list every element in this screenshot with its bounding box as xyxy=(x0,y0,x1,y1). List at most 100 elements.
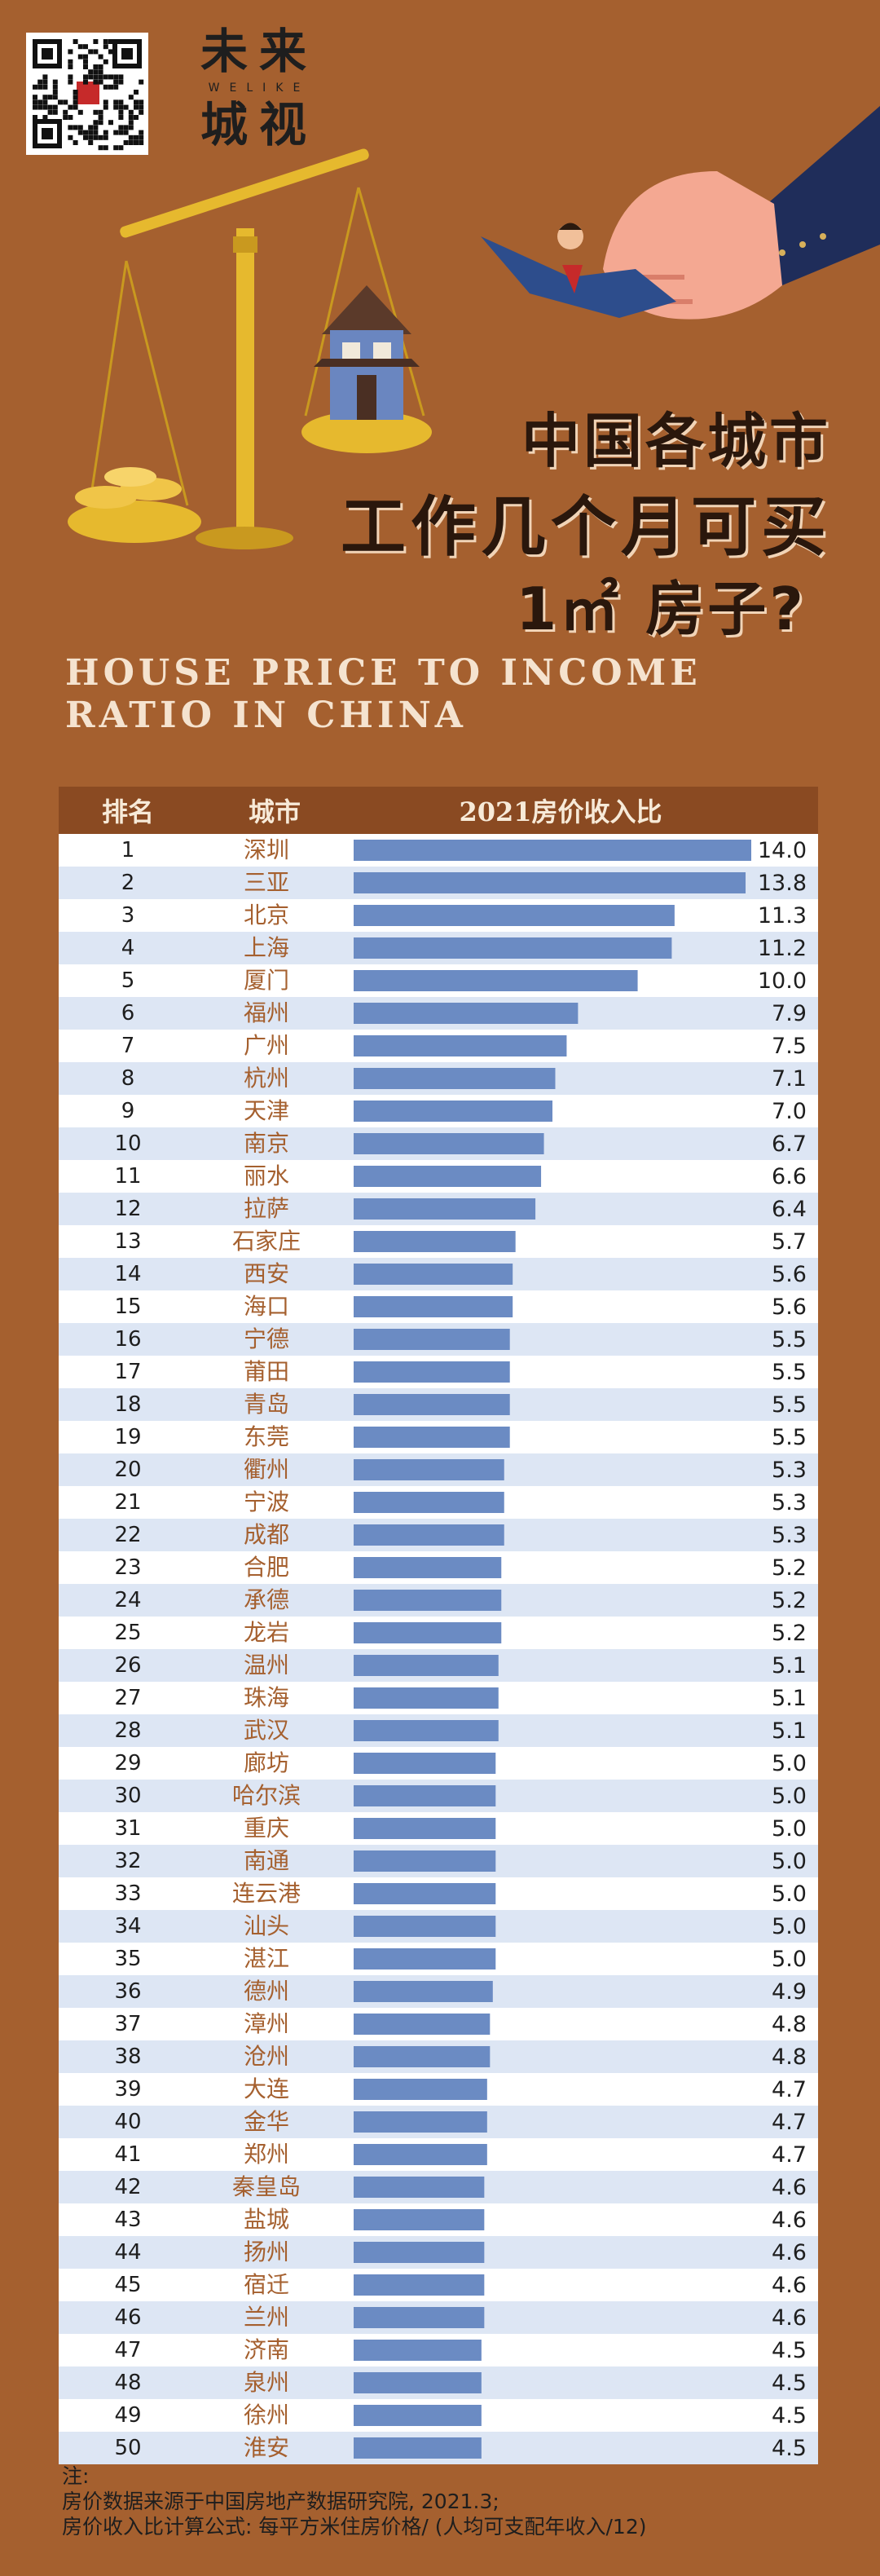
title-line2: 工作几个月可买 xyxy=(341,489,831,565)
value-label: 4.7 xyxy=(772,2110,807,2135)
city-label: 武汉 xyxy=(244,1717,289,1744)
brand-logo: 未来 WELIKE 城视 xyxy=(178,23,341,153)
value-label: 5.6 xyxy=(772,1295,807,1320)
bar xyxy=(354,2144,487,2165)
header-rank: 排名 xyxy=(101,796,154,827)
footnote-label: 注: xyxy=(62,2464,90,2488)
city-label: 南京 xyxy=(244,1130,289,1157)
rank-label: 22 xyxy=(114,1523,141,1547)
value-label: 11.2 xyxy=(758,936,807,961)
city-label: 淮安 xyxy=(244,2434,289,2461)
ranking-table: 排名 城市 2021房价收入比 1 深圳 14.0 2 三亚 13.8 3 北京 11.3 4 上海… xyxy=(59,787,818,2464)
rank-label: 10 xyxy=(114,1131,141,1156)
rank-label: 21 xyxy=(114,1490,141,1515)
rank-label: 45 xyxy=(114,2273,141,2297)
rank-label: 48 xyxy=(114,2371,141,2395)
bar xyxy=(354,2046,491,2067)
rank-label: 1 xyxy=(121,838,135,862)
rank-label: 29 xyxy=(114,1751,141,1775)
value-label: 7.5 xyxy=(772,1034,807,1059)
city-label: 徐州 xyxy=(244,2402,289,2428)
header-metric: 2021房价收入比 xyxy=(459,796,662,827)
rank-label: 2 xyxy=(121,871,135,895)
bar xyxy=(354,1231,516,1252)
value-label: 5.5 xyxy=(772,1392,807,1418)
city-label: 宿迁 xyxy=(244,2271,289,2298)
rank-label: 11 xyxy=(114,1164,141,1189)
rank-label: 28 xyxy=(114,1718,141,1743)
brand-en: WELIKE xyxy=(208,82,310,95)
bar xyxy=(354,2405,482,2426)
rank-label: 42 xyxy=(114,2175,141,2199)
value-label: 6.6 xyxy=(772,1164,807,1189)
bar xyxy=(354,2274,485,2296)
city-label: 廊坊 xyxy=(244,1749,289,1776)
rank-label: 36 xyxy=(114,1979,141,2004)
bar xyxy=(354,1720,499,1741)
city-label: 兰州 xyxy=(244,2304,289,2331)
qr-code xyxy=(26,33,148,155)
rank-label: 50 xyxy=(114,2436,141,2460)
value-label: 4.6 xyxy=(772,2208,807,2233)
bar xyxy=(354,2111,487,2133)
brand-line1: 未来 xyxy=(200,24,318,79)
bar xyxy=(354,1981,493,2002)
rank-label: 17 xyxy=(114,1360,141,1384)
rank-label: 35 xyxy=(114,1947,141,1971)
bar xyxy=(354,1753,496,1774)
value-label: 4.6 xyxy=(772,2273,807,2298)
rank-label: 14 xyxy=(114,1262,141,1286)
bar xyxy=(354,2437,482,2459)
rank-label: 32 xyxy=(114,1849,141,1873)
bar xyxy=(354,1101,552,1122)
city-label: 沧州 xyxy=(244,2043,289,2070)
bar xyxy=(354,1850,496,1872)
rank-label: 43 xyxy=(114,2208,141,2232)
rank-label: 30 xyxy=(114,1784,141,1808)
city-label: 丽水 xyxy=(244,1162,289,1189)
value-label: 5.3 xyxy=(772,1523,807,1548)
city-label: 德州 xyxy=(244,1978,289,2005)
rank-label: 18 xyxy=(114,1392,141,1417)
value-label: 5.1 xyxy=(772,1653,807,1678)
city-label: 盐城 xyxy=(244,2206,289,2233)
bar xyxy=(354,1068,556,1089)
city-label: 漳州 xyxy=(244,2010,289,2037)
city-label: 东莞 xyxy=(244,1423,289,1450)
rank-label: 34 xyxy=(114,1914,141,1939)
bar xyxy=(354,1687,499,1709)
title-english: HOUSE PRICE TO INCOME RATIO IN CHINA xyxy=(65,652,702,736)
table-header: 排名 城市 2021房价收入比 xyxy=(59,787,818,834)
city-label: 西安 xyxy=(244,1260,289,1287)
city-label: 扬州 xyxy=(244,2239,289,2265)
city-label: 福州 xyxy=(244,999,289,1026)
bar xyxy=(354,2014,491,2035)
value-label: 4.5 xyxy=(772,2436,807,2461)
rank-label: 13 xyxy=(114,1229,141,1254)
city-label: 合肥 xyxy=(244,1554,289,1581)
bar xyxy=(354,1590,502,1611)
value-label: 5.2 xyxy=(772,1555,807,1581)
bar xyxy=(354,1916,496,1937)
value-label: 4.6 xyxy=(772,2305,807,2331)
rank-label: 20 xyxy=(114,1458,141,1482)
rank-label: 7 xyxy=(121,1034,135,1058)
bar xyxy=(354,1622,502,1643)
value-label: 4.9 xyxy=(772,1979,807,2005)
bar xyxy=(354,1524,504,1546)
rank-label: 41 xyxy=(114,2142,141,2167)
brand-line2: 城视 xyxy=(200,97,318,152)
city-label: 秦皇岛 xyxy=(232,2173,301,2200)
rank-label: 31 xyxy=(114,1816,141,1841)
value-label: 4.8 xyxy=(772,2012,807,2037)
bar xyxy=(354,2340,482,2361)
bar xyxy=(354,1655,499,1676)
bar xyxy=(354,1035,567,1056)
city-label: 龙岩 xyxy=(244,1619,289,1646)
value-label: 4.7 xyxy=(772,2142,807,2168)
city-label: 衢州 xyxy=(244,1456,289,1483)
rank-label: 3 xyxy=(121,903,135,928)
city-label: 连云港 xyxy=(232,1880,301,1907)
bar xyxy=(354,1948,496,1969)
value-label: 4.5 xyxy=(772,2338,807,2363)
